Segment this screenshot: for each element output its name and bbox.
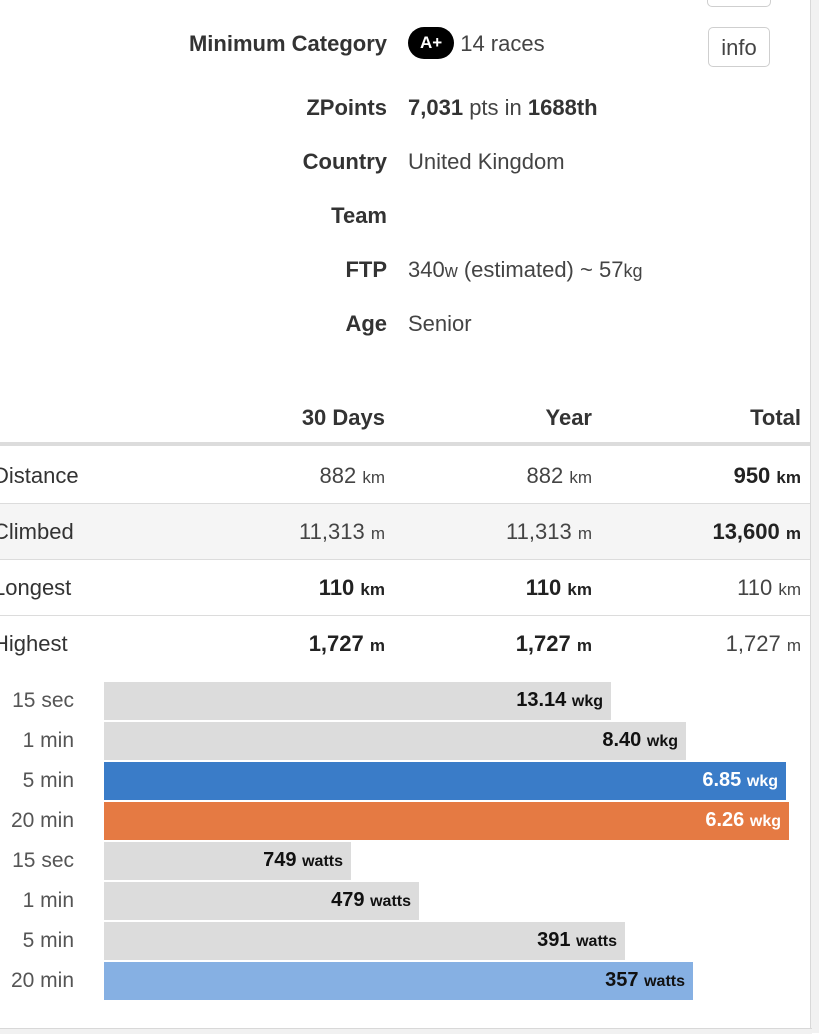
panel-right-edge xyxy=(810,0,819,1033)
power-row-watts-1m: 1 min 479 watts xyxy=(0,882,810,920)
power-bar: 749 watts xyxy=(104,842,351,880)
profile-row-team: Team xyxy=(0,199,810,233)
zpoints-value: 7,031 pts in 1688th xyxy=(408,91,598,125)
stats-cell-30-days: 1,727 m xyxy=(308,631,385,656)
min-category-label: Minimum Category xyxy=(188,31,387,56)
category-badge: A+ xyxy=(408,27,455,60)
power-row-watts-15s: 15 sec 749 watts xyxy=(0,842,810,880)
stats-row-label: Climbed xyxy=(0,519,74,544)
stats-row-climbed: Climbed 11,313 m 11,313 m 13,600 m xyxy=(0,504,810,560)
stats-cell-year: 110 km xyxy=(525,575,592,600)
min-category-value: A+ 14 races xyxy=(408,27,545,61)
power-row-wkg-1m: 1 min 8.40 wkg xyxy=(0,722,810,760)
profile-row-ftp: FTP 340w (estimated) ~ 57kg xyxy=(0,253,810,287)
stats-cell-30-days: 110 km xyxy=(318,575,385,600)
power-row-wkg-15s: 15 sec 13.14 wkg xyxy=(0,682,810,720)
zpoints-label: ZPoints xyxy=(306,95,387,120)
stats-row-highest: Highest 1,727 m 1,727 m 1,727 m xyxy=(0,616,810,672)
power-duration-label: 5 min xyxy=(22,929,74,952)
info-button[interactable]: info xyxy=(708,27,770,67)
stats-header-divider xyxy=(0,442,810,446)
power-row-wkg-20m: 20 min 6.26 wkg xyxy=(0,802,810,840)
power-row-wkg-5m: 5 min 6.85 wkg xyxy=(0,762,810,800)
power-bar-value: 6.85 wkg xyxy=(702,769,778,791)
ftp-watts: 340 xyxy=(408,257,445,282)
profile-row-zpoints: ZPoints 7,031 pts in 1688th xyxy=(0,91,810,125)
power-row-watts-20m: 20 min 357 watts xyxy=(0,962,810,1000)
stats-cell-total: 1,727 m xyxy=(725,631,801,656)
power-bar-value: 749 watts xyxy=(263,849,343,871)
profile-row-min-category: Minimum Category A+ 14 races xyxy=(0,27,810,61)
power-duration-label: 15 sec xyxy=(12,689,74,712)
power-bar: 6.85 wkg xyxy=(104,762,786,800)
stats-row-longest: Longest 110 km 110 km 110 km xyxy=(0,560,810,616)
stats-cell-30-days: 882 km xyxy=(319,463,385,488)
country-value: United Kingdom xyxy=(408,149,565,174)
power-bar: 357 watts xyxy=(104,962,693,1000)
country-label: Country xyxy=(302,149,387,174)
stats-header-30-days: 30 Days xyxy=(301,405,385,430)
power-duration-label: 1 min xyxy=(22,889,74,912)
power-bar-value: 13.14 wkg xyxy=(516,689,603,711)
power-bar-value: 8.40 wkg xyxy=(602,729,678,751)
power-duration-label: 15 sec xyxy=(12,849,74,872)
stats-row-label: Distance xyxy=(0,463,79,488)
ftp-weight-unit: kg xyxy=(623,261,643,281)
stats-header-total: Total xyxy=(750,405,801,430)
age-label: Age xyxy=(345,311,387,336)
ftp-value: 340w (estimated) ~ 57kg xyxy=(408,253,642,288)
power-duration-label: 20 min xyxy=(10,809,74,832)
power-bar: 8.40 wkg xyxy=(104,722,686,760)
power-bar: 391 watts xyxy=(104,922,625,960)
races-count: 14 races xyxy=(460,31,545,56)
panel-bottom-edge xyxy=(0,1028,812,1034)
stats-header-year: Year xyxy=(545,405,593,430)
power-duration-label: 20 min xyxy=(10,969,74,992)
stats-row-label: Highest xyxy=(0,631,68,656)
stats-cell-year: 1,727 m xyxy=(515,631,592,656)
stats-cell-year: 11,313 m xyxy=(506,519,592,544)
cropped-button[interactable] xyxy=(707,0,771,7)
zpoints-points: 7,031 xyxy=(408,95,464,120)
ftp-note: (estimated) ~ xyxy=(463,257,593,282)
stats-cell-total: 950 km xyxy=(733,463,801,488)
power-bar: 6.26 wkg xyxy=(104,802,789,840)
power-row-watts-5m: 5 min 391 watts xyxy=(0,922,810,960)
age-value: Senior xyxy=(408,311,472,336)
zpoints-mid: pts in xyxy=(469,95,522,120)
stats-row-distance: Distance 882 km 882 km 950 km xyxy=(0,448,810,504)
stats-cell-total: 13,600 m xyxy=(712,519,801,544)
ftp-watts-unit: w xyxy=(444,261,458,281)
stats-row-label: Longest xyxy=(0,575,72,600)
team-label: Team xyxy=(331,203,387,228)
power-bar-value: 357 watts xyxy=(605,969,685,991)
power-bar-value: 6.26 wkg xyxy=(705,809,781,831)
power-bar: 13.14 wkg xyxy=(104,682,611,720)
zpoints-rank: 1688th xyxy=(527,95,598,120)
ftp-label: FTP xyxy=(345,257,387,282)
power-duration-label: 5 min xyxy=(22,769,74,792)
stats-cell-total: 110 km xyxy=(737,575,801,600)
ftp-weight: 57 xyxy=(598,257,624,282)
profile-row-age: Age Senior xyxy=(0,307,810,341)
profile-row-country: Country United Kingdom xyxy=(0,145,810,179)
stats-cell-year: 882 km xyxy=(526,463,592,488)
power-duration-label: 1 min xyxy=(22,729,74,752)
power-bar: 479 watts xyxy=(104,882,419,920)
stats-cell-30-days: 11,313 m xyxy=(299,519,385,544)
power-bar-value: 479 watts xyxy=(331,889,411,911)
power-bar-value: 391 watts xyxy=(537,929,617,951)
